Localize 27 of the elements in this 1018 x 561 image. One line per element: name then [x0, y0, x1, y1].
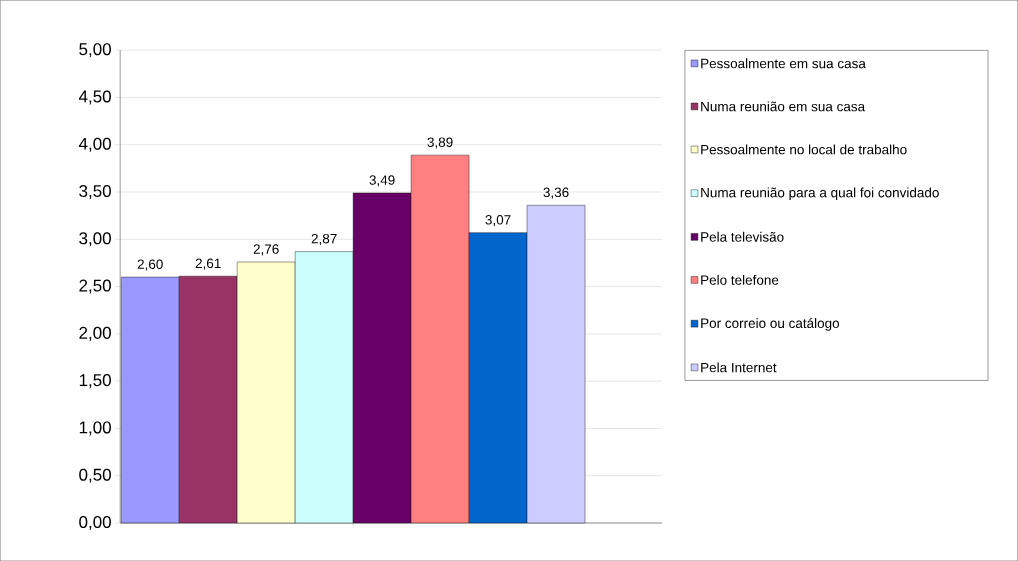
data-label: 2,61	[195, 258, 221, 270]
legend-label: Pessoalmente no local de trabalho	[701, 144, 907, 155]
data-label: 2,76	[253, 244, 279, 256]
y-tick-label: 0,00	[79, 515, 111, 530]
y-tick-label: 4,50	[78, 90, 111, 105]
legend-label: Pela televisão	[701, 231, 784, 242]
y-tick-label: 1,50	[79, 374, 111, 389]
data-label: 3,49	[369, 175, 395, 187]
y-tick-label: 4,00	[78, 137, 111, 152]
y-tick-label: 1,00	[79, 421, 111, 436]
legend-label: Pessoalmente em sua casa	[701, 58, 866, 69]
legend-label: Pela Internet	[701, 362, 777, 373]
data-label: 3,07	[485, 214, 511, 227]
data-label: 3,36	[543, 187, 569, 199]
data-label: 2,87	[311, 233, 337, 245]
y-tick-label: 3,00	[79, 232, 111, 247]
legend-label: Numa reunião em sua casa	[701, 101, 866, 112]
legend-label: Pelo telefone	[701, 274, 779, 285]
y-tick-label: 2,00	[79, 326, 111, 341]
y-tick-label: 2,50	[79, 279, 111, 294]
data-label: 2,60	[137, 259, 163, 271]
legend-label: Por correio ou catálogo	[701, 317, 840, 331]
y-tick-label: 3,50	[79, 184, 111, 199]
legend-label: Numa reunião para a qual foi convidado	[701, 187, 939, 200]
y-tick-label: 5,00	[79, 43, 111, 58]
data-label: 3,89	[427, 137, 453, 149]
y-tick-label: 0,50	[79, 468, 111, 483]
